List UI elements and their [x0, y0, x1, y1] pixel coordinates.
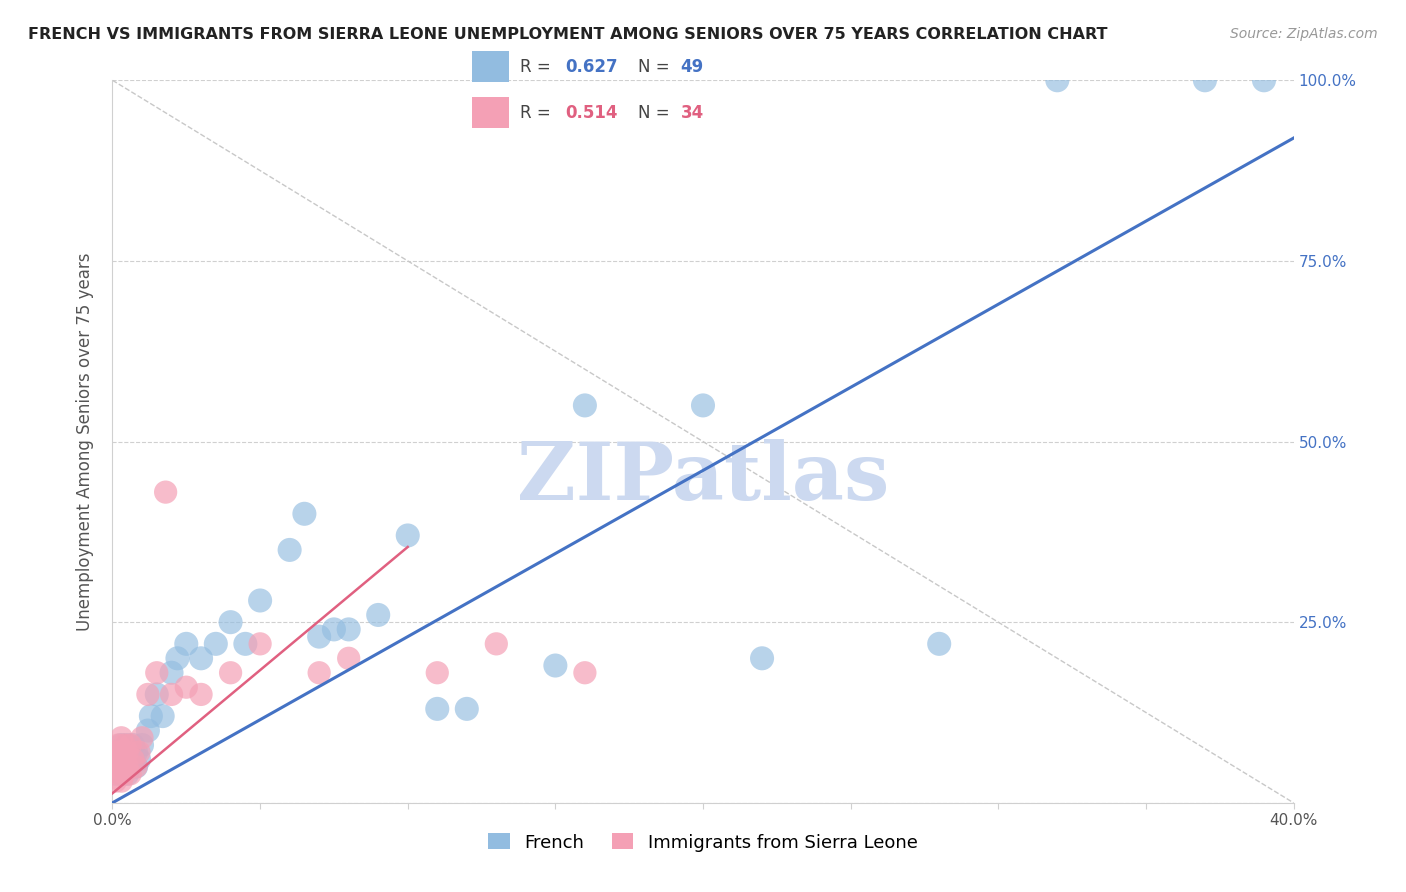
French: [928, 637, 950, 651]
Immigrants from Sierra Leone: [136, 687, 159, 701]
French: [308, 630, 330, 644]
French: [146, 687, 169, 701]
Text: R =: R =: [520, 103, 551, 121]
Immigrants from Sierra Leone: [104, 760, 127, 774]
French: [249, 593, 271, 607]
French: [139, 709, 162, 723]
French: [117, 767, 138, 781]
French: [692, 398, 714, 412]
Immigrants from Sierra Leone: [249, 637, 271, 651]
French: [426, 702, 449, 716]
Immigrants from Sierra Leone: [574, 665, 596, 680]
French: [1194, 73, 1216, 87]
Legend: French, Immigrants from Sierra Leone: French, Immigrants from Sierra Leone: [481, 826, 925, 859]
Immigrants from Sierra Leone: [110, 760, 132, 774]
Text: N =: N =: [638, 103, 669, 121]
French: [456, 702, 478, 716]
French: [110, 752, 132, 766]
French: [337, 623, 360, 637]
French: [751, 651, 773, 665]
French: [117, 752, 138, 766]
Immigrants from Sierra Leone: [485, 637, 508, 651]
Immigrants from Sierra Leone: [308, 665, 330, 680]
French: [112, 760, 135, 774]
Immigrants from Sierra Leone: [120, 738, 142, 752]
FancyBboxPatch shape: [472, 97, 509, 128]
French: [396, 528, 419, 542]
French: [120, 760, 142, 774]
Immigrants from Sierra Leone: [110, 731, 132, 745]
French: [166, 651, 188, 665]
Text: ZIPatlas: ZIPatlas: [517, 439, 889, 516]
Y-axis label: Unemployment Among Seniors over 75 years: Unemployment Among Seniors over 75 years: [76, 252, 94, 631]
French: [110, 767, 132, 781]
Immigrants from Sierra Leone: [112, 767, 135, 781]
French: [112, 745, 135, 759]
Immigrants from Sierra Leone: [125, 760, 148, 774]
Text: FRENCH VS IMMIGRANTS FROM SIERRA LEONE UNEMPLOYMENT AMONG SENIORS OVER 75 YEARS : FRENCH VS IMMIGRANTS FROM SIERRA LEONE U…: [28, 27, 1108, 42]
Immigrants from Sierra Leone: [120, 767, 142, 781]
Immigrants from Sierra Leone: [146, 665, 169, 680]
Text: N =: N =: [638, 58, 669, 76]
French: [1253, 73, 1275, 87]
Text: 49: 49: [681, 58, 704, 76]
French: [219, 615, 242, 630]
French: [107, 745, 129, 759]
Immigrants from Sierra Leone: [110, 745, 132, 759]
Immigrants from Sierra Leone: [112, 738, 135, 752]
Immigrants from Sierra Leone: [117, 760, 138, 774]
French: [117, 738, 138, 752]
French: [574, 398, 596, 412]
French: [104, 767, 127, 781]
Immigrants from Sierra Leone: [117, 745, 138, 759]
Immigrants from Sierra Leone: [219, 665, 242, 680]
French: [1046, 73, 1069, 87]
Immigrants from Sierra Leone: [426, 665, 449, 680]
French: [205, 637, 228, 651]
Text: R =: R =: [520, 58, 551, 76]
Immigrants from Sierra Leone: [337, 651, 360, 665]
French: [323, 623, 346, 637]
Immigrants from Sierra Leone: [128, 745, 150, 759]
French: [125, 760, 148, 774]
French: [174, 637, 197, 651]
French: [136, 723, 159, 738]
Immigrants from Sierra Leone: [160, 687, 183, 701]
Immigrants from Sierra Leone: [107, 738, 129, 752]
French: [104, 752, 127, 766]
Immigrants from Sierra Leone: [131, 731, 153, 745]
French: [125, 745, 148, 759]
Immigrants from Sierra Leone: [104, 774, 127, 789]
Immigrants from Sierra Leone: [174, 680, 197, 694]
French: [120, 745, 142, 759]
French: [128, 752, 150, 766]
Text: Source: ZipAtlas.com: Source: ZipAtlas.com: [1230, 27, 1378, 41]
Text: 34: 34: [681, 103, 704, 121]
Immigrants from Sierra Leone: [155, 485, 177, 500]
French: [152, 709, 174, 723]
Immigrants from Sierra Leone: [122, 752, 145, 766]
Immigrants from Sierra Leone: [110, 774, 132, 789]
French: [107, 760, 129, 774]
Immigrants from Sierra Leone: [104, 745, 127, 759]
French: [190, 651, 212, 665]
French: [110, 738, 132, 752]
French: [160, 665, 183, 680]
French: [544, 658, 567, 673]
French: [367, 607, 389, 622]
French: [131, 738, 153, 752]
French: [122, 738, 145, 752]
Immigrants from Sierra Leone: [112, 752, 135, 766]
Immigrants from Sierra Leone: [190, 687, 212, 701]
Text: 0.627: 0.627: [565, 58, 617, 76]
FancyBboxPatch shape: [472, 51, 509, 82]
Text: 0.514: 0.514: [565, 103, 617, 121]
French: [233, 637, 256, 651]
French: [122, 752, 145, 766]
French: [292, 507, 315, 521]
French: [278, 542, 301, 557]
Immigrants from Sierra Leone: [107, 752, 129, 766]
Immigrants from Sierra Leone: [107, 767, 129, 781]
